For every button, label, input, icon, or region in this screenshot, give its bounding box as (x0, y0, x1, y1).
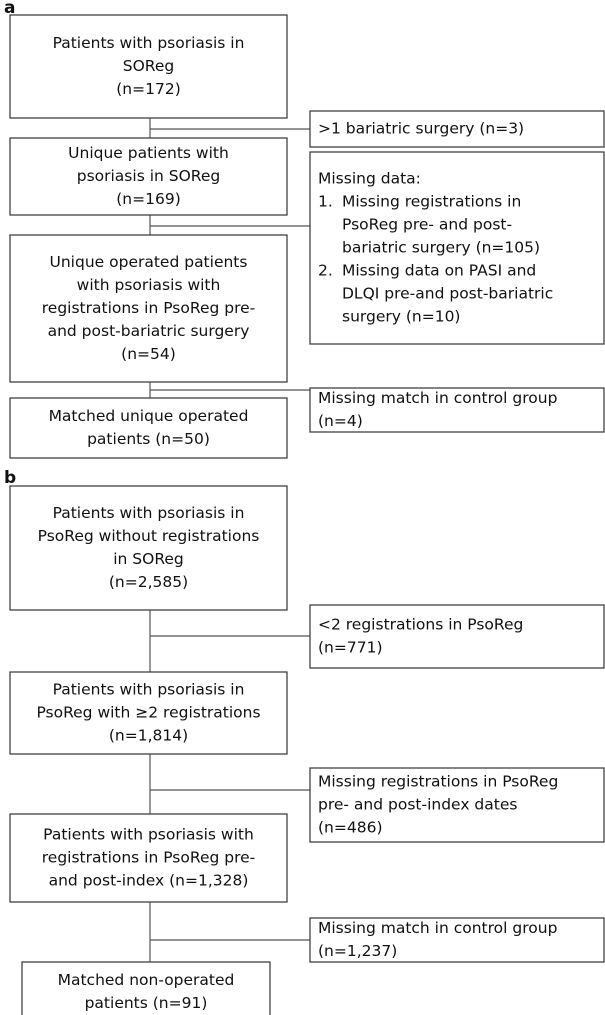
box-text: Unique operated patients (50, 253, 248, 271)
exclusion-box (309, 917, 605, 963)
flow-box (9, 813, 288, 903)
box-text: Patients with psoriasis in (53, 504, 245, 522)
item-number: 2. (318, 262, 333, 280)
exclusion-text: pre- and post-index dates (318, 796, 517, 814)
box-text: Patients with psoriasis in (53, 681, 245, 699)
item-text: surgery (n=10) (342, 308, 460, 326)
exclusion-text: Missing data: (318, 170, 421, 188)
exclusion-text: (n=4) (318, 412, 363, 430)
item-text: bariatric surgery (n=105) (342, 239, 540, 257)
box-text: Patients with psoriasis with (43, 826, 254, 844)
box-text: Matched unique operated (49, 407, 249, 425)
item-text: PsoReg pre- and post- (342, 216, 512, 234)
box-text: and post-bariatric surgery (48, 322, 250, 340)
item-text: Missing registrations in (342, 193, 521, 211)
flow-box (9, 14, 288, 119)
box-text: with psoriasis with (77, 276, 221, 294)
panel-label: b (4, 468, 16, 488)
box-text: PsoReg with ≥2 registrations (36, 704, 260, 722)
box-text: patients (n=50) (87, 430, 210, 448)
exclusion-text: >1 bariatric surgery (n=3) (318, 120, 524, 138)
exclusion-box (309, 604, 605, 669)
box-text: (n=169) (116, 190, 181, 208)
box-text: Matched non-operated (58, 971, 235, 989)
exclusion-text: (n=771) (318, 639, 383, 657)
box-text: Patients with psoriasis in (53, 34, 245, 52)
item-number: 1. (318, 193, 333, 211)
box-text: in SOReg (113, 550, 184, 568)
exclusion-box (309, 110, 605, 148)
box-text: psoriasis in SOReg (77, 167, 221, 185)
box-text: registrations in PsoReg pre- (42, 849, 256, 867)
box-text: (n=172) (116, 80, 181, 98)
exclusion-box (309, 767, 605, 843)
flow-box (9, 671, 288, 755)
box-text: (n=1,814) (109, 727, 188, 745)
flow-box (9, 137, 288, 216)
box-text: patients (n=91) (85, 994, 208, 1012)
box-text: (n=54) (121, 345, 176, 363)
flow-box (9, 397, 288, 459)
box-text: registrations in PsoReg pre- (42, 299, 256, 317)
flow-box (9, 485, 288, 611)
exclusion-text: (n=486) (318, 819, 383, 837)
exclusion-text: Missing registrations in PsoReg (318, 773, 558, 791)
panel-label: a (4, 0, 15, 18)
exclusion-text: Missing match in control group (318, 919, 557, 937)
box-text: PsoReg without registrations (38, 527, 260, 545)
flow-box (9, 234, 288, 383)
flow-box (21, 961, 271, 1015)
box-text: (n=2,585) (109, 573, 188, 591)
item-text: DLQI pre-and post-bariatric (342, 285, 553, 303)
box-text: and post-index (n=1,328) (49, 872, 249, 890)
box-text: SOReg (123, 57, 175, 75)
exclusion-box (309, 387, 605, 433)
item-text: Missing data on PASI and (342, 262, 536, 280)
exclusion-text: Missing match in control group (318, 389, 557, 407)
exclusion-text: (n=1,237) (318, 942, 397, 960)
exclusion-text: <2 registrations in PsoReg (318, 616, 523, 634)
box-text: Unique patients with (68, 144, 229, 162)
exclusion-box (309, 151, 605, 345)
